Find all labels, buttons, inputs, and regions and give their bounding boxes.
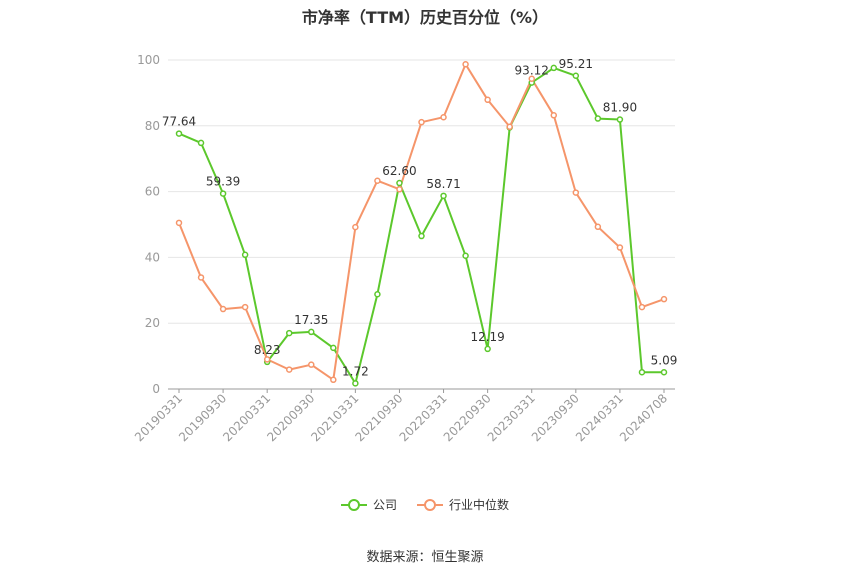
data-point-1 bbox=[572, 189, 580, 196]
legend: 公司 行业中位数 bbox=[0, 496, 850, 513]
data-point-0 bbox=[352, 380, 359, 387]
data-point-0 bbox=[660, 369, 668, 376]
data-point-0 bbox=[330, 344, 337, 352]
x-tick-label: 20240708 bbox=[617, 391, 670, 444]
data-point-0 bbox=[241, 251, 249, 259]
data-point-1 bbox=[506, 123, 513, 131]
data-point-1 bbox=[396, 186, 403, 193]
data-point-0 bbox=[285, 329, 293, 337]
legend-line-marker-icon bbox=[417, 498, 443, 511]
data-point-0 bbox=[550, 64, 558, 72]
data-point-1 bbox=[352, 223, 359, 231]
data-point-0 bbox=[440, 192, 447, 200]
data-point-0 bbox=[572, 72, 580, 80]
legend-item[interactable]: 行业中位数 bbox=[417, 496, 509, 513]
data-point-1 bbox=[594, 223, 602, 231]
data-point-1 bbox=[616, 244, 624, 251]
data-label: 62.60 bbox=[382, 164, 416, 178]
data-point-1 bbox=[550, 112, 558, 119]
legend-item[interactable]: 公司 bbox=[340, 496, 397, 513]
data-point-1 bbox=[308, 361, 315, 368]
data-label: 58.71 bbox=[426, 177, 460, 191]
data-point-0 bbox=[418, 232, 425, 240]
legend-line-marker-icon bbox=[340, 498, 367, 511]
data-label: 12.19 bbox=[470, 330, 504, 344]
legend-label: 行业中位数 bbox=[449, 498, 510, 512]
data-point-1 bbox=[484, 96, 491, 104]
data-label: 5.09 bbox=[651, 353, 678, 367]
data-label: 93.12 bbox=[515, 64, 549, 78]
data-point-1 bbox=[197, 274, 205, 281]
data-label: 77.64 bbox=[162, 115, 196, 129]
data-label: 81.90 bbox=[603, 101, 637, 115]
y-tick-label: 0 bbox=[152, 382, 160, 396]
data-point-1 bbox=[528, 75, 535, 83]
series-line-1 bbox=[178, 63, 665, 381]
data-point-1 bbox=[638, 303, 646, 311]
data-point-0 bbox=[616, 116, 624, 123]
data-point-1 bbox=[241, 303, 249, 311]
data-point-1 bbox=[285, 366, 293, 373]
data-point-1 bbox=[175, 219, 183, 227]
series-line-0 bbox=[178, 66, 664, 385]
data-point-1 bbox=[660, 295, 668, 303]
series-lines bbox=[175, 61, 668, 387]
data-label: 59.39 bbox=[206, 175, 240, 189]
data-point-1 bbox=[462, 61, 469, 68]
y-tick-label: 60 bbox=[145, 185, 160, 199]
data-point-1 bbox=[440, 113, 447, 121]
data-point-1 bbox=[263, 356, 271, 363]
data-point-0 bbox=[197, 139, 205, 147]
chart-title: 市净率（TTM）历史百分位（%） bbox=[301, 8, 549, 27]
legend-label: 公司 bbox=[372, 498, 397, 512]
data-point-1 bbox=[330, 376, 337, 384]
data-labels: 77.64 59.39 8.23 17.35 1.72 62.60 58.71 12.19 93… bbox=[162, 57, 678, 379]
data-point-0 bbox=[638, 369, 646, 376]
source-note: 数据来源：恒生聚源 bbox=[366, 550, 484, 565]
y-tick-label: 20 bbox=[145, 316, 160, 330]
data-point-0 bbox=[308, 328, 315, 336]
data-point-0 bbox=[219, 190, 227, 197]
data-point-1 bbox=[418, 118, 425, 126]
data-point-0 bbox=[594, 115, 602, 122]
data-point-1 bbox=[219, 305, 227, 313]
data-point-0 bbox=[175, 130, 183, 137]
data-point-0 bbox=[374, 290, 381, 298]
data-point-0 bbox=[484, 345, 491, 353]
data-point-0 bbox=[396, 179, 403, 187]
y-tick-label: 80 bbox=[145, 119, 160, 133]
data-label: 17.35 bbox=[294, 313, 328, 327]
data-point-0 bbox=[462, 252, 469, 260]
data-label: 95.21 bbox=[559, 57, 593, 71]
grid-lines bbox=[168, 59, 675, 324]
y-tick-label: 100 bbox=[137, 53, 160, 67]
data-point-1 bbox=[374, 177, 381, 184]
y-tick-label: 40 bbox=[145, 250, 160, 264]
data-label: 1.72 bbox=[342, 364, 369, 378]
data-label: 8.23 bbox=[254, 343, 281, 357]
